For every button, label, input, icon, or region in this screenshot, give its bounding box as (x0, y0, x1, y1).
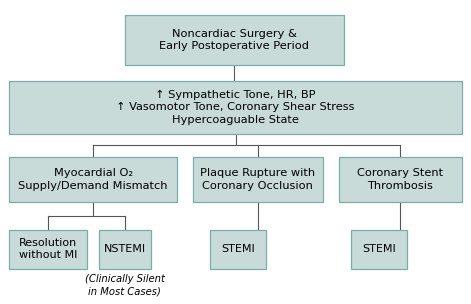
FancyBboxPatch shape (339, 157, 462, 202)
Text: ↑ Sympathetic Tone, HR, BP
↑ Vasomotor Tone, Coronary Shear Stress
Hypercoaguabl: ↑ Sympathetic Tone, HR, BP ↑ Vasomotor T… (116, 90, 355, 125)
FancyBboxPatch shape (9, 230, 87, 269)
Text: Noncardiac Surgery &
Early Postoperative Period: Noncardiac Surgery & Early Postoperative… (159, 29, 309, 51)
Text: Plaque Rupture with
Coronary Occlusion: Plaque Rupture with Coronary Occlusion (200, 168, 316, 191)
FancyBboxPatch shape (193, 157, 323, 202)
Text: (Clinically Silent
in Most Cases): (Clinically Silent in Most Cases) (85, 274, 165, 296)
Text: Resolution
without MI: Resolution without MI (19, 238, 77, 261)
Text: STEMI: STEMI (362, 244, 396, 254)
Text: NSTEMI: NSTEMI (104, 244, 146, 254)
FancyBboxPatch shape (351, 230, 407, 269)
FancyBboxPatch shape (99, 230, 151, 269)
Text: Coronary Stent
Thrombosis: Coronary Stent Thrombosis (357, 168, 443, 191)
FancyBboxPatch shape (125, 15, 344, 65)
Text: Myocardial O₂
Supply/Demand Mismatch: Myocardial O₂ Supply/Demand Mismatch (18, 168, 168, 191)
FancyBboxPatch shape (9, 81, 462, 134)
FancyBboxPatch shape (9, 157, 177, 202)
Text: STEMI: STEMI (221, 244, 255, 254)
FancyBboxPatch shape (210, 230, 266, 269)
